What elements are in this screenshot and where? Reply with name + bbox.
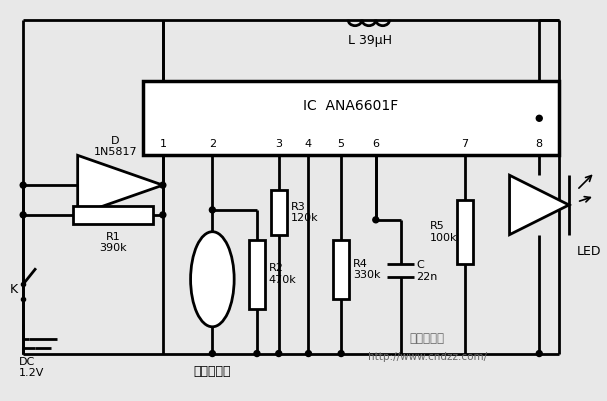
Bar bbox=[73, 206, 153, 224]
Text: R5
100k: R5 100k bbox=[430, 221, 458, 243]
Circle shape bbox=[160, 182, 166, 188]
Text: C
22n: C 22n bbox=[416, 260, 438, 282]
Text: 6: 6 bbox=[372, 138, 379, 148]
Text: 7: 7 bbox=[461, 138, 469, 148]
Text: R2
470k: R2 470k bbox=[269, 263, 297, 285]
Circle shape bbox=[254, 350, 260, 356]
Polygon shape bbox=[78, 155, 163, 215]
Text: R4
330k: R4 330k bbox=[353, 259, 381, 280]
Text: 电子电路网: 电子电路网 bbox=[410, 332, 445, 345]
Text: D
1N5817: D 1N5817 bbox=[93, 136, 137, 158]
Bar bbox=[143, 81, 559, 156]
Text: LED: LED bbox=[577, 245, 602, 257]
Circle shape bbox=[373, 217, 379, 223]
Circle shape bbox=[160, 212, 166, 218]
Circle shape bbox=[20, 182, 26, 188]
Bar bbox=[249, 240, 265, 309]
Circle shape bbox=[536, 350, 542, 356]
Text: 8: 8 bbox=[536, 138, 543, 148]
Text: 2: 2 bbox=[209, 138, 216, 148]
Text: 1: 1 bbox=[160, 138, 166, 148]
Circle shape bbox=[338, 350, 344, 356]
Bar bbox=[333, 240, 349, 299]
Bar bbox=[271, 190, 287, 235]
Polygon shape bbox=[509, 175, 569, 235]
Text: 5: 5 bbox=[337, 138, 345, 148]
Circle shape bbox=[276, 350, 282, 356]
Ellipse shape bbox=[191, 232, 234, 327]
Text: R1
390k: R1 390k bbox=[99, 232, 127, 253]
Text: R3
120k: R3 120k bbox=[291, 202, 318, 223]
Circle shape bbox=[209, 207, 215, 213]
Circle shape bbox=[209, 350, 215, 356]
Circle shape bbox=[536, 115, 542, 121]
Text: http://www.cndzz.com/: http://www.cndzz.com/ bbox=[368, 352, 487, 362]
Text: IC  ANA6601F: IC ANA6601F bbox=[304, 99, 399, 113]
Text: 太阳能电池: 太阳能电池 bbox=[194, 365, 231, 379]
Bar bbox=[457, 200, 473, 264]
Text: L 39μH: L 39μH bbox=[348, 34, 392, 47]
Text: DC
1.2V: DC 1.2V bbox=[19, 356, 44, 378]
Text: K: K bbox=[10, 283, 18, 296]
Text: 3: 3 bbox=[275, 138, 282, 148]
Circle shape bbox=[305, 350, 311, 356]
Text: 4: 4 bbox=[305, 138, 312, 148]
Circle shape bbox=[20, 212, 26, 218]
